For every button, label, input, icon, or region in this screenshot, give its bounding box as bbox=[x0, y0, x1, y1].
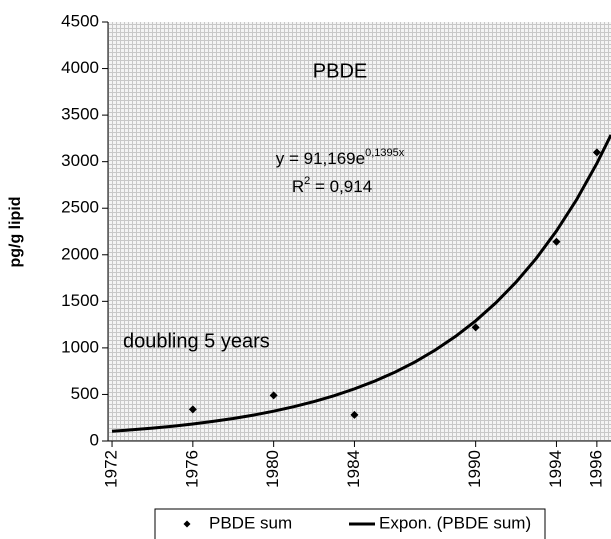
plot-area bbox=[108, 22, 611, 441]
equation: y = 91,169e0,1395x bbox=[276, 147, 405, 169]
r-sup: 2 bbox=[304, 175, 310, 187]
r-base: R bbox=[292, 177, 304, 196]
data-point bbox=[188, 405, 197, 414]
y-axis-label: pg/g lipid bbox=[7, 196, 24, 267]
x-tick-label: 1994 bbox=[546, 450, 565, 488]
y-tick-label: 1500 bbox=[61, 291, 99, 310]
axes: 0 500 1000 1500 2000 2500 3000 3500 4000 4500 1972… bbox=[61, 11, 611, 488]
r-squared: R2 = 0,914 bbox=[292, 175, 372, 197]
legend-label: PBDE sum bbox=[209, 513, 292, 532]
x-tick-label: 1996 bbox=[586, 450, 605, 488]
legend-box bbox=[154, 508, 546, 539]
y-tick-label: 4500 bbox=[61, 11, 99, 30]
legend-label: Expon. (PBDE sum) bbox=[379, 513, 531, 532]
y-tick-label: 3500 bbox=[61, 105, 99, 124]
x-tick-label: 1980 bbox=[263, 450, 282, 488]
legend-marker bbox=[183, 520, 191, 528]
plot-title: PBDE bbox=[313, 60, 367, 82]
trend-line bbox=[111, 134, 611, 433]
data-point bbox=[471, 323, 480, 332]
data-point bbox=[350, 410, 359, 419]
legend: PBDE sum Expon. (PBDE sum) bbox=[183, 513, 531, 532]
annotation: doubling 5 years bbox=[123, 330, 270, 352]
x-tick-label: 1972 bbox=[102, 450, 121, 488]
data-point bbox=[552, 237, 561, 246]
x-tick-label: 1984 bbox=[344, 450, 363, 488]
equation-base: y = 91,169e bbox=[276, 149, 365, 168]
data-point bbox=[592, 148, 601, 157]
y-tick-label: 1000 bbox=[61, 337, 99, 356]
y-tick-label: 500 bbox=[71, 384, 99, 403]
y-tick-label: 2000 bbox=[61, 244, 99, 263]
x-tick-label: 1976 bbox=[182, 450, 201, 488]
x-tick-label: 1990 bbox=[465, 450, 484, 488]
y-tick-label: 2500 bbox=[61, 198, 99, 217]
y-tick-label: 4000 bbox=[61, 58, 99, 77]
marks bbox=[111, 134, 611, 433]
y-tick-label: 0 bbox=[90, 430, 99, 449]
y-tick-label: 3000 bbox=[61, 151, 99, 170]
r-rest: = 0,914 bbox=[310, 177, 372, 196]
data-point bbox=[269, 391, 278, 400]
equation-exponent: 0,1395x bbox=[365, 147, 405, 159]
